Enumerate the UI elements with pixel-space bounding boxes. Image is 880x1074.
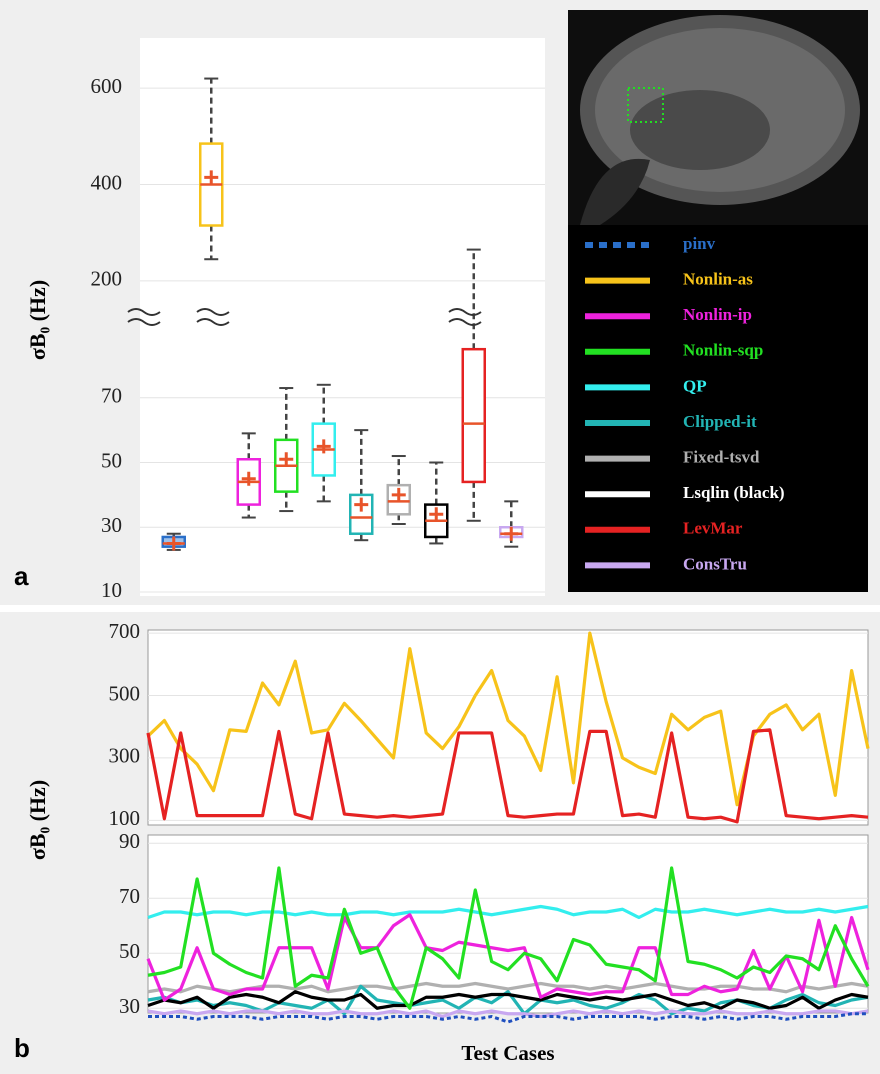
y-tick-label: 600 <box>91 74 123 98</box>
y-tick-label: 200 <box>91 267 123 291</box>
legend-label: Clipped-it <box>683 412 757 431</box>
legend-label: Nonlin-sqp <box>683 341 763 360</box>
y-tick-label: 30 <box>101 513 122 537</box>
y-tick-label: 10 <box>101 578 122 602</box>
panel-label: a <box>14 561 29 591</box>
y-tick-label: 100 <box>109 806 141 830</box>
legend-label: ConsTru <box>683 554 747 573</box>
plot-area <box>140 38 545 596</box>
legend-label: QP <box>683 376 707 395</box>
y-tick-label: 300 <box>109 744 141 768</box>
y-tick-label: 500 <box>109 681 141 705</box>
y-tick-label: 50 <box>119 939 140 963</box>
legend-label: Fixed-tsvd <box>683 448 760 467</box>
legend-label: Nonlin-ip <box>683 305 752 324</box>
y-tick-label: 700 <box>109 619 141 643</box>
y-tick-label: 70 <box>119 884 140 908</box>
y-axis-label: σB₀ (Hz) <box>25 280 50 360</box>
x-axis-label: Test Cases <box>461 1041 554 1065</box>
y-tick-label: 400 <box>91 170 123 194</box>
panel-label: b <box>14 1033 30 1063</box>
legend-label: LevMar <box>683 519 743 538</box>
legend-label: pinv <box>683 234 716 253</box>
y-tick-label: 90 <box>119 829 140 853</box>
y-tick-label: 70 <box>101 384 122 408</box>
legend-label: Lsqlin (black) <box>683 483 785 502</box>
mri-image <box>568 10 868 225</box>
figure: a b σB₀ (Hz) σB₀ (Hz) Test Cases 10 30 50 7… <box>0 0 880 1074</box>
legend-label: Nonlin-as <box>683 270 753 289</box>
y-tick-label: 30 <box>119 994 140 1018</box>
box <box>463 349 485 482</box>
y-axis-label: σB₀ (Hz) <box>25 780 50 860</box>
y-tick-label: 50 <box>101 448 122 472</box>
